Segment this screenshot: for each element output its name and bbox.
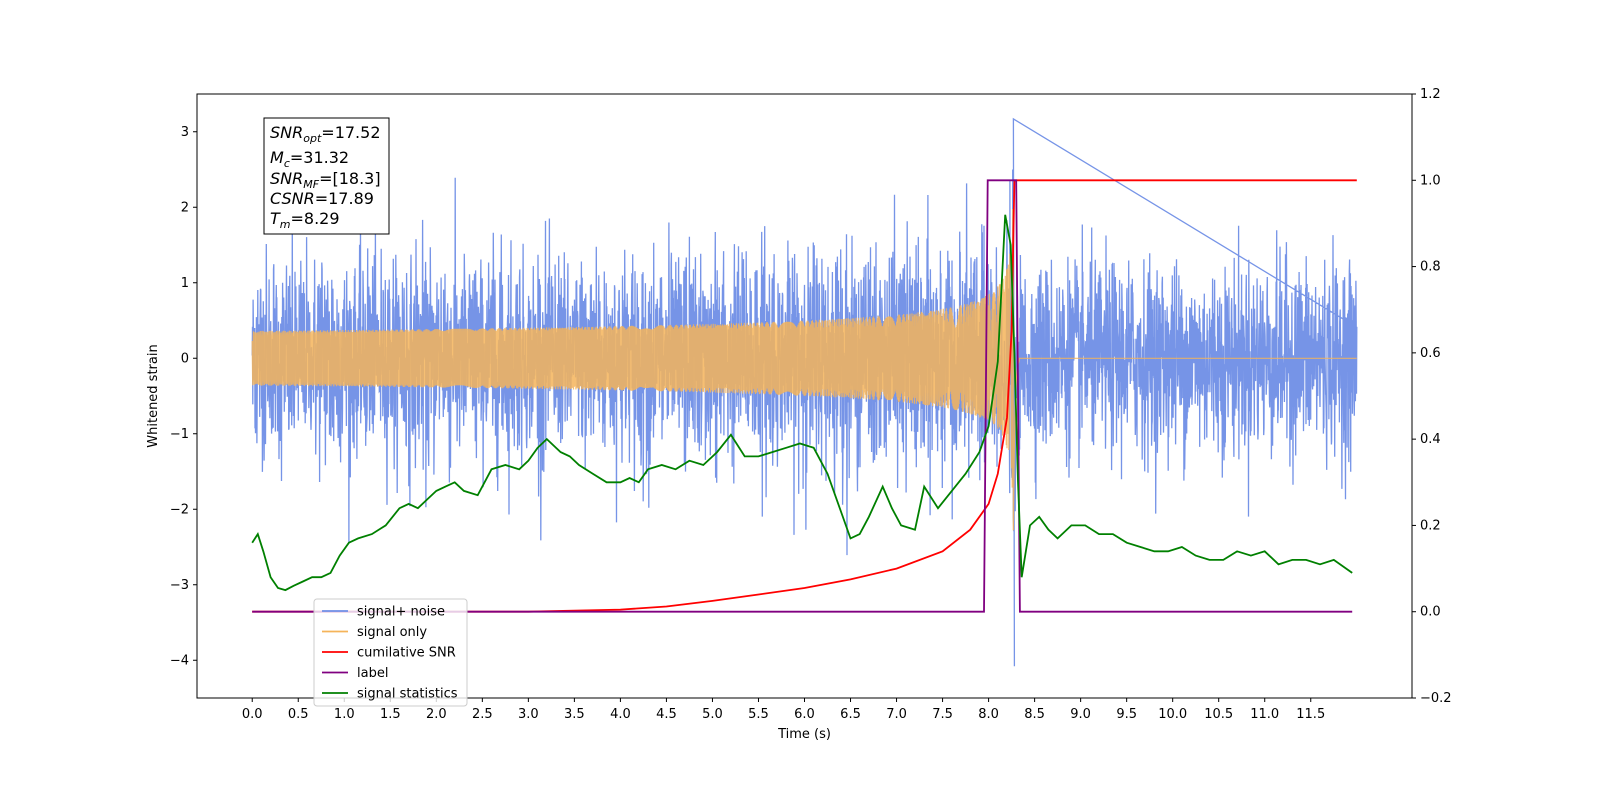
x-tick-label: 5.0	[702, 707, 723, 722]
series-signal-statistics	[251, 214, 1353, 592]
annotation-csnr: CSNR=17.89	[270, 189, 374, 208]
y2-tick-label: −0.2	[1420, 691, 1452, 706]
x-tick-label: 0.0	[242, 707, 263, 722]
annotation-mc: Mc=31.32	[270, 148, 349, 170]
x-tick-label: 1.5	[380, 707, 401, 722]
y2-tick-label: 0.6	[1420, 346, 1441, 361]
y-tick-label: 2	[181, 200, 189, 215]
stats-annotation: SNRopt=17.52 Mc=31.32 SNRMF=[18.3] CSNR=…	[263, 117, 390, 235]
plot-area	[251, 117, 1358, 667]
y-tick-label: −4	[170, 653, 189, 668]
x-tick-label: 6.5	[840, 707, 861, 722]
x-axis-label: Time (s)	[777, 727, 831, 742]
legend: signal+ noise signal only cumilative SNR la…	[313, 598, 468, 707]
x-tick-label: 11.5	[1296, 707, 1325, 722]
annotation-snr-mf: SNRMF=[18.3]	[270, 169, 381, 191]
x-tick-label: 3.0	[518, 707, 539, 722]
legend-label: signal statistics	[357, 687, 458, 702]
x-tick-label: 3.5	[564, 707, 585, 722]
series-layer	[251, 117, 1358, 667]
x-tick-label: 1.0	[334, 707, 355, 722]
annotation-frame	[263, 117, 390, 235]
y-tick-label: −3	[170, 578, 189, 593]
x-tick-label: 6.0	[794, 707, 815, 722]
x-tick-label: 9.5	[1116, 707, 1137, 722]
x-tick-label: 2.0	[426, 707, 447, 722]
annotation-tm: Tm=8.29	[270, 209, 340, 231]
legend-frame	[313, 598, 468, 707]
x-tick-label: 10.0	[1158, 707, 1187, 722]
annotation-snr-opt: SNRopt=17.52	[270, 123, 381, 145]
series-signal-plus-noise	[251, 117, 1358, 667]
ticks: 0.0 0.5 1.0 1.5 2.0 2.5 3.0 3.5 4.0 4.5 5.0 5.5 6.0 6…	[170, 87, 1452, 722]
x-tick-label: 8.0	[978, 707, 999, 722]
y-tick-label: 0	[181, 351, 189, 366]
x-tick-label: 2.5	[472, 707, 493, 722]
x-tick-label: 9.0	[1070, 707, 1091, 722]
x-tick-label: 0.5	[288, 707, 309, 722]
x-tick-label: 5.5	[748, 707, 769, 722]
series-signal-only	[251, 209, 1357, 531]
y2-tick-label: 1.2	[1420, 87, 1441, 102]
y2-tick-label: 0.0	[1420, 605, 1441, 620]
x-tick-label: 10.5	[1204, 707, 1233, 722]
y-tick-label: 3	[181, 125, 189, 140]
y-tick-label: −2	[170, 502, 189, 517]
x-tick-label: 4.0	[610, 707, 631, 722]
legend-label: cumilative SNR	[357, 646, 456, 661]
x-tick-label: 11.0	[1250, 707, 1279, 722]
y2-tick-label: 0.8	[1420, 260, 1441, 275]
legend-label: signal+ noise	[357, 605, 445, 620]
y2-tick-label: 0.2	[1420, 518, 1441, 533]
legend-label: label	[357, 666, 388, 681]
x-tick-label: 7.0	[886, 707, 907, 722]
legend-label: signal only	[357, 625, 427, 640]
y-tick-label: 1	[181, 276, 189, 291]
series-label	[252, 179, 1353, 613]
x-tick-label: 7.5	[932, 707, 953, 722]
y-axis-label: Whitened strain	[146, 344, 161, 447]
x-tick-label: 4.5	[656, 707, 677, 722]
y2-tick-label: 1.0	[1420, 173, 1441, 188]
y2-tick-label: 0.4	[1420, 432, 1441, 447]
y-tick-label: −1	[170, 427, 189, 442]
series-cumulative-snr	[252, 179, 1357, 613]
x-tick-label: 8.5	[1024, 707, 1045, 722]
